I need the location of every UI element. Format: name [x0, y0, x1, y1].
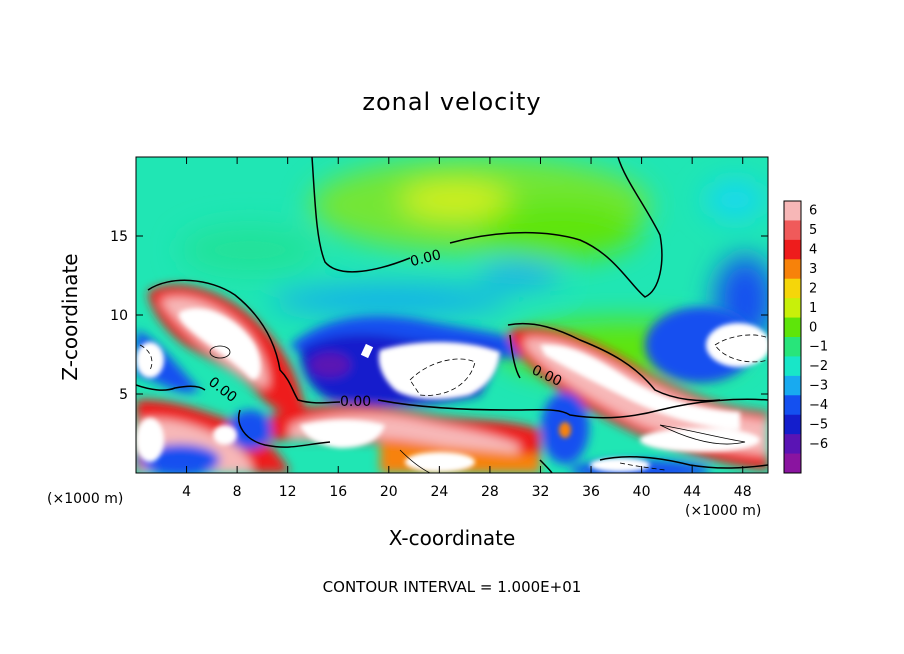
colorbar-tick-label: −5 [809, 417, 828, 432]
contour-label: 0.00 [409, 247, 443, 270]
colorbar-tick-label: −6 [809, 437, 828, 452]
colorbar-swatch [784, 356, 801, 377]
velocity-field [136, 157, 768, 473]
colorbar-tick-label: 0 [809, 320, 817, 335]
colorbar-swatch [784, 337, 801, 357]
y-axis: 5 10 15 [110, 229, 768, 403]
y-tick-label: 10 [110, 308, 128, 324]
x-tick-label: 24 [430, 484, 448, 500]
colorbar-swatch [784, 220, 801, 241]
minor-contours [139, 334, 768, 473]
x-tick-label: 32 [532, 484, 550, 500]
y-tick-label: 15 [110, 229, 128, 245]
colorbar-swatch [784, 395, 801, 416]
x-unit-note: (×1000 m) [47, 491, 124, 507]
x-tick-label: 8 [233, 484, 242, 500]
colorbar-swatch [784, 259, 801, 280]
zero-contours [136, 157, 768, 473]
contour-label: 0.00 [340, 394, 371, 410]
colorbar-swatch [784, 434, 801, 455]
y-axis-label: Z-coordinate [58, 253, 82, 381]
colorbar-tick-label: −3 [809, 379, 828, 394]
colorbar-tick-label: 1 [809, 301, 817, 316]
colorbar-swatch [784, 453, 801, 474]
x-axis: 4 8 12 16 20 24 28 32 36 40 44 48 [182, 157, 752, 500]
colorbar-swatch [784, 317, 801, 338]
chart-title: zonal velocity [362, 88, 542, 116]
colorbar-swatch [784, 414, 801, 435]
x-tick-label: 20 [380, 484, 398, 500]
x-tick-label: 44 [683, 484, 701, 500]
colorbar-swatch [784, 239, 801, 260]
x-tick-label: 4 [182, 484, 191, 500]
colorbar-tick-label: 6 [809, 204, 817, 219]
colorbar-tick-label: 2 [809, 281, 817, 296]
colorbar-tick-label: 4 [809, 243, 817, 258]
x-tick-label: 28 [481, 484, 499, 500]
colorbar-tick-label: −2 [809, 359, 828, 374]
contour-interval-note: CONTOUR INTERVAL = 1.000E+01 [322, 578, 582, 596]
colorbar-tick-label: 3 [809, 262, 817, 277]
colorbar-tick-label: −1 [809, 340, 828, 355]
x-axis-label: X-coordinate [388, 526, 516, 550]
colorbar-swatch [784, 298, 801, 319]
colorbar: 6 5 4 3 2 1 0 −1 −2 −3 −4 −5 −6 [783, 200, 828, 474]
colorbar-swatch [784, 375, 801, 396]
x-tick-label: 16 [329, 484, 347, 500]
x-unit-note-right: (×1000 m) [685, 503, 762, 519]
x-tick-label: 12 [279, 484, 297, 500]
colorbar-frame [783, 200, 802, 474]
colorbar-swatch [784, 201, 801, 221]
colorbar-swatch [784, 278, 801, 299]
colorbar-tick-label: −4 [809, 398, 828, 413]
x-tick-label: 48 [734, 484, 752, 500]
x-tick-label: 40 [633, 484, 651, 500]
x-tick-label: 36 [582, 484, 600, 500]
colorbar-tick-label: 5 [809, 223, 817, 238]
y-tick-label: 5 [119, 387, 128, 403]
